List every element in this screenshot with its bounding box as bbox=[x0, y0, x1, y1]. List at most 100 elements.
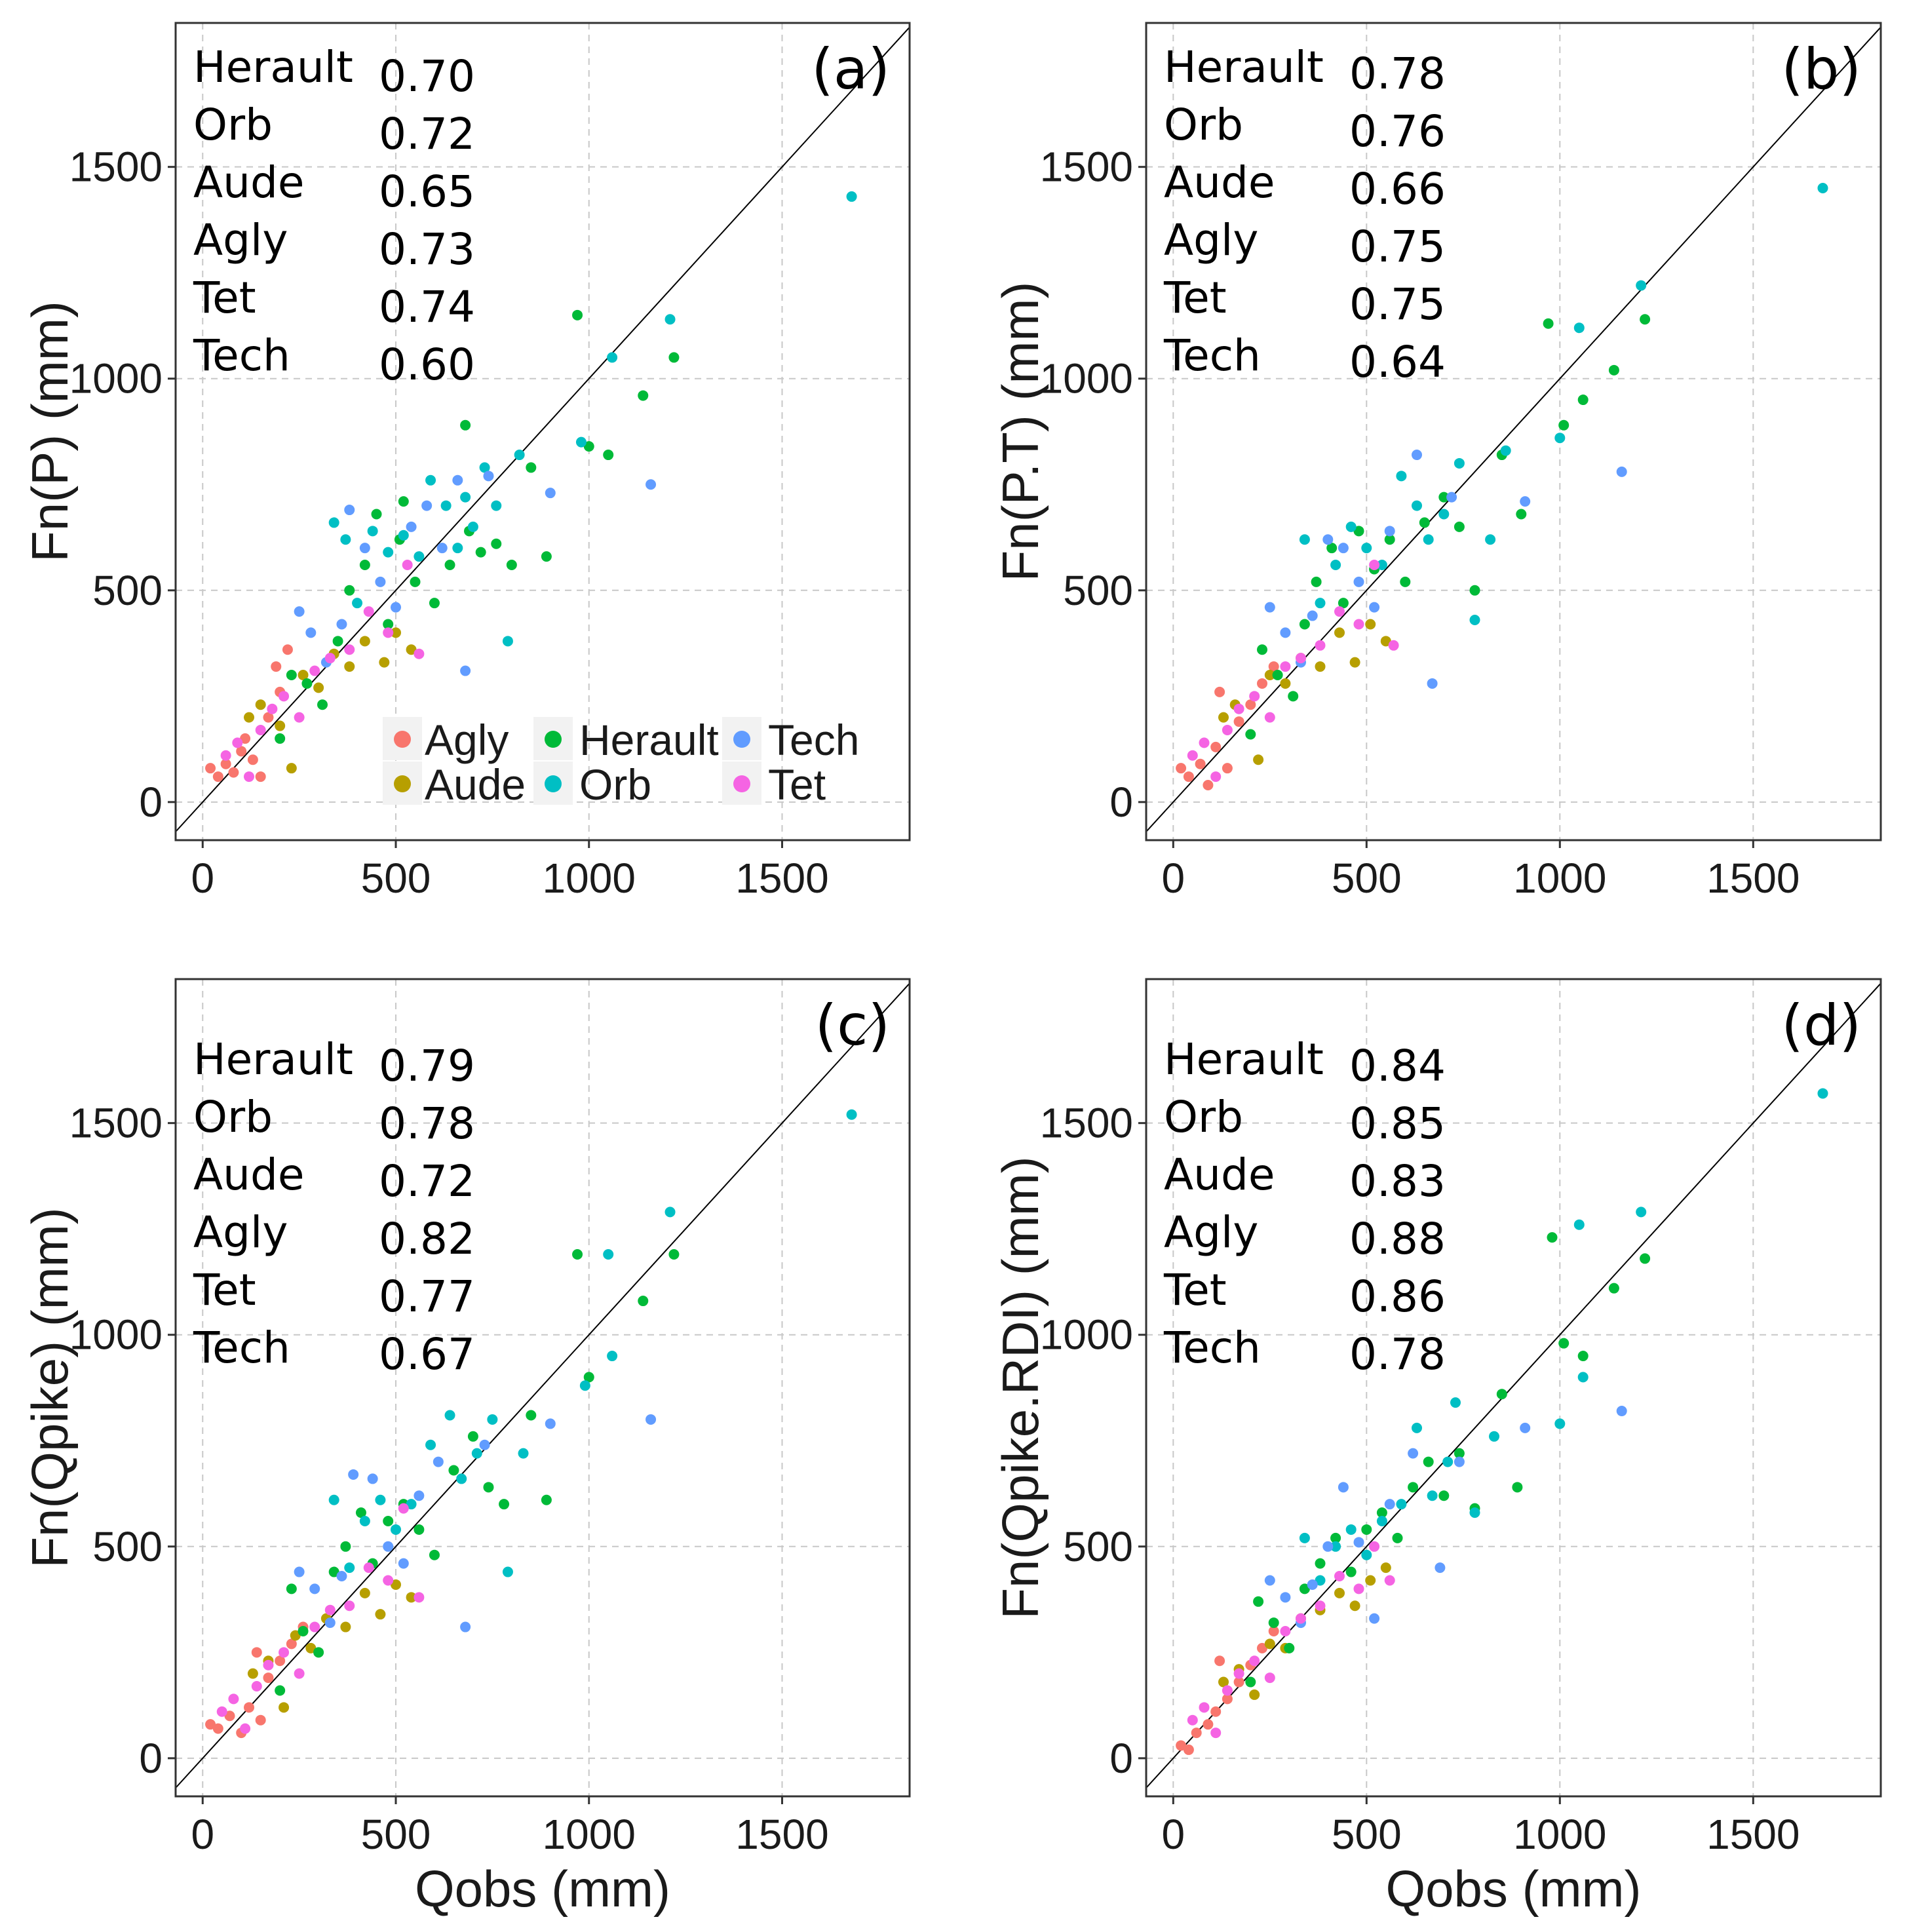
point-tech bbox=[1384, 526, 1395, 537]
point-orb bbox=[1376, 560, 1387, 571]
point-herault bbox=[1299, 619, 1310, 630]
point-agly bbox=[1257, 678, 1267, 689]
plot-frame bbox=[1145, 978, 1882, 1798]
point-aude bbox=[1365, 1575, 1376, 1586]
stat-name: Orb bbox=[1164, 100, 1243, 150]
point-herault bbox=[1438, 1490, 1450, 1501]
point-tech bbox=[645, 479, 657, 490]
reference-line-1to1 bbox=[1146, 26, 1881, 832]
point-agly bbox=[1210, 1706, 1222, 1717]
point-orb bbox=[1396, 1499, 1407, 1510]
point-tech bbox=[309, 1583, 320, 1594]
point-orb bbox=[1345, 1524, 1357, 1535]
point-orb bbox=[665, 1207, 676, 1218]
point-herault bbox=[1384, 534, 1395, 545]
point-agly bbox=[255, 771, 266, 782]
y-tick-label: 1000 bbox=[69, 355, 163, 402]
point-tech bbox=[294, 1566, 305, 1577]
points-group bbox=[205, 1109, 857, 1739]
point-aude bbox=[379, 657, 390, 668]
point-herault bbox=[1345, 1566, 1357, 1577]
point-tech bbox=[367, 1473, 378, 1484]
point-agly bbox=[236, 746, 247, 757]
point-herault bbox=[1454, 521, 1465, 532]
point-herault bbox=[1608, 1283, 1619, 1294]
plot-area bbox=[176, 23, 910, 840]
stat-name: Tech bbox=[193, 1323, 290, 1373]
points-group bbox=[205, 191, 857, 782]
point-agly bbox=[251, 1647, 262, 1658]
point-agly bbox=[1183, 771, 1194, 782]
point-aude bbox=[275, 720, 286, 731]
stat-name: Agly bbox=[1164, 215, 1258, 265]
point-tech bbox=[1307, 1579, 1318, 1590]
point-herault bbox=[1257, 644, 1267, 655]
point-tech bbox=[398, 1558, 409, 1569]
point-tech bbox=[359, 543, 370, 554]
point-tet bbox=[1369, 560, 1380, 571]
stat-name: Herault bbox=[1164, 1034, 1324, 1085]
point-agly bbox=[212, 771, 223, 782]
y-tick-label: 500 bbox=[92, 567, 163, 614]
legend-key-orb bbox=[545, 775, 562, 792]
point-agly bbox=[1214, 1655, 1225, 1667]
y-tick-label: 1500 bbox=[1040, 1100, 1133, 1147]
point-tech bbox=[1353, 576, 1364, 587]
point-tet bbox=[1187, 1714, 1198, 1726]
legend-label-orb: Orb bbox=[579, 760, 651, 809]
point-tet bbox=[1353, 619, 1364, 630]
legend-label-tet: Tet bbox=[768, 760, 826, 809]
panel-label: (a) bbox=[811, 37, 890, 102]
x-axis-label: Qobs (mm) bbox=[1386, 1860, 1642, 1918]
point-tet bbox=[383, 1575, 394, 1586]
y-tick-label: 1500 bbox=[69, 1100, 163, 1147]
point-aude bbox=[1380, 1562, 1391, 1574]
point-orb bbox=[1577, 1372, 1589, 1383]
point-agly bbox=[240, 733, 251, 744]
point-herault bbox=[1512, 1482, 1523, 1493]
point-aude bbox=[391, 627, 401, 638]
point-orb bbox=[1345, 521, 1357, 532]
point-herault bbox=[1543, 318, 1554, 329]
point-tet bbox=[232, 737, 243, 748]
legend-key-tech bbox=[733, 731, 750, 748]
stat-name: Tech bbox=[1163, 1323, 1261, 1373]
x-tick-label: 1500 bbox=[1706, 855, 1800, 902]
point-agly bbox=[224, 1710, 235, 1722]
point-herault bbox=[429, 1549, 440, 1560]
point-orb bbox=[514, 450, 525, 461]
point-tech bbox=[1322, 1541, 1334, 1552]
point-aude bbox=[375, 1609, 386, 1620]
point-herault bbox=[1376, 1507, 1387, 1518]
point-orb bbox=[1500, 445, 1511, 456]
point-tech bbox=[1435, 1562, 1446, 1574]
point-tech bbox=[433, 1456, 444, 1467]
point-agly bbox=[282, 644, 293, 655]
y-axis-label: Fn(Qpike) (mm) bbox=[21, 1207, 79, 1568]
y-tick-label: 0 bbox=[139, 1735, 163, 1782]
point-orb bbox=[1299, 534, 1310, 545]
point-herault bbox=[355, 1507, 366, 1518]
point-orb bbox=[1817, 182, 1828, 193]
point-orb bbox=[1554, 1418, 1566, 1429]
point-tet bbox=[1334, 606, 1345, 617]
point-aude bbox=[290, 1630, 301, 1641]
point-orb bbox=[491, 500, 502, 511]
point-orb bbox=[502, 636, 513, 647]
point-aude bbox=[1218, 1676, 1229, 1688]
point-agly bbox=[1233, 716, 1244, 727]
point-herault bbox=[328, 1566, 339, 1577]
point-aude bbox=[1280, 678, 1291, 689]
point-agly bbox=[263, 712, 274, 723]
panel-a: 0 500 1000 1500 0 500 1000 1500 Fn(P) (mm) (a) Her… bbox=[21, 22, 911, 902]
point-herault bbox=[1640, 1253, 1651, 1264]
panel-label: (c) bbox=[815, 993, 890, 1058]
point-tech bbox=[1369, 1613, 1380, 1624]
point-tech bbox=[483, 471, 494, 482]
legend-key-tet bbox=[733, 775, 750, 792]
x-tick-label: 1500 bbox=[1706, 1811, 1800, 1858]
point-orb bbox=[1485, 534, 1496, 545]
point-herault bbox=[526, 1410, 537, 1421]
point-agly bbox=[1176, 763, 1187, 774]
stat-name: Tet bbox=[193, 1265, 256, 1315]
